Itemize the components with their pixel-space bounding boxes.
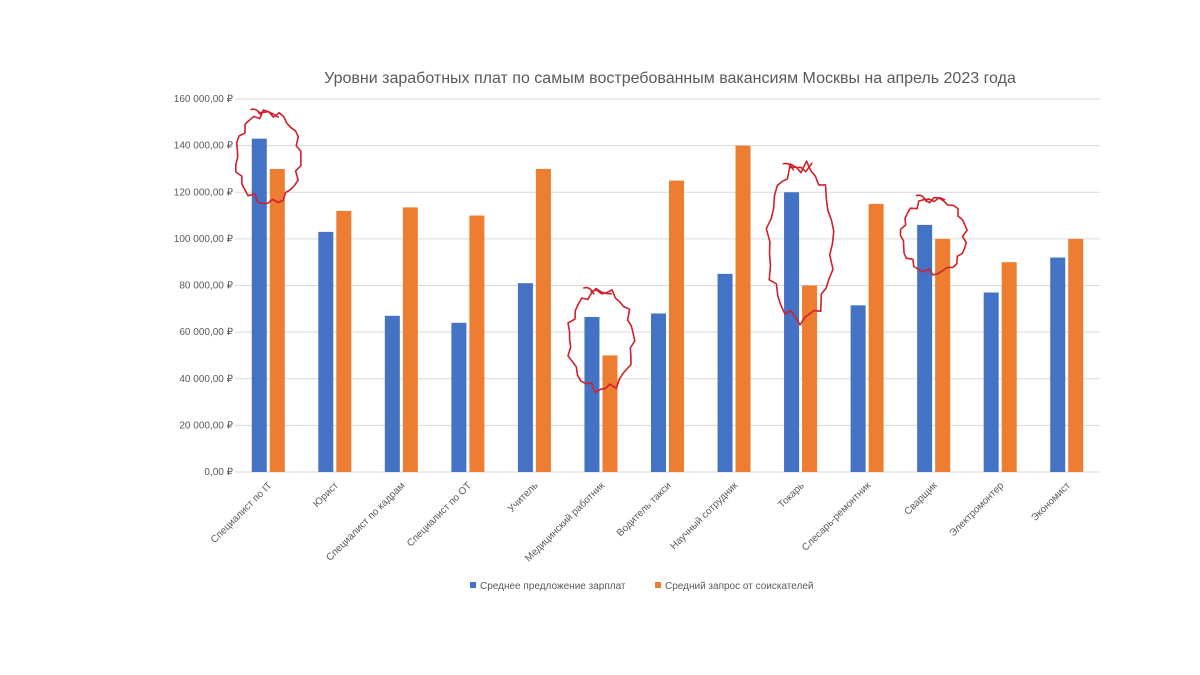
bar-request [336,210,352,472]
bar-offer [717,273,733,472]
y-tick-label: 60 000,00 ₽ [179,327,233,338]
bar-offer [517,283,533,472]
x-tick-label: Сварщик [902,480,940,518]
legend-swatch-offer [470,582,476,588]
bar-offer [384,315,400,472]
bar-offer [983,292,999,472]
bar-request [469,215,485,472]
x-tick-label: Токарь [776,480,806,510]
bar-offer [318,231,334,472]
legend-swatch-request [655,582,661,588]
bar-request [1068,238,1084,472]
bar-offer [451,322,467,472]
legend-label: Среднее предложение зарплат [480,581,626,592]
x-tick-label: Электромонтер [948,480,1007,539]
x-tick-label: Специалист по ОТ [405,480,474,549]
chart-title: Уровни заработных плат по самым востребо… [324,70,1016,87]
bar-request [1001,262,1017,472]
y-tick-label: 160 000,00 ₽ [174,94,234,105]
x-tick-label: Специалист по кадрам [324,480,407,563]
y-tick-label: 0,00 ₽ [204,467,233,478]
bar-offer [584,316,600,472]
red-circle-tail [915,194,928,203]
x-tick-label: Юрист [311,480,341,510]
y-axis-ticks: 0,00 ₽ 20 000,00 ₽ 40 000,00 ₽ 60 000,00 ₽ 8… [174,94,234,478]
bar-offer [917,224,933,472]
bar-request [402,207,418,472]
red-circle-tail [582,286,595,295]
red-circle-annotation [899,196,968,276]
bar-request [269,168,285,472]
red-circle-tail [782,162,795,171]
x-tick-label: Слесарь-ремонтник [800,480,874,554]
bar-request [735,145,751,472]
bar-offer [784,192,800,472]
bar-request [669,180,684,472]
bar-offer [850,305,866,472]
bar-request [535,168,551,472]
y-tick-label: 120 000,00 ₽ [174,187,234,198]
bars [251,138,1084,472]
legend: Среднее предложение зарплат Средний запро… [470,581,813,592]
x-tick-label: Водитель такси [615,480,674,539]
red-circle-annotation [567,287,636,394]
grid-lines [235,98,1100,473]
y-tick-label: 140 000,00 ₽ [174,141,234,152]
x-tick-label: Научный сотрудник [668,480,740,552]
y-tick-label: 100 000,00 ₽ [174,234,234,245]
y-tick-label: 80 000,00 ₽ [179,281,233,292]
red-circle-tail [250,108,262,117]
y-tick-label: 20 000,00 ₽ [179,420,233,431]
bar-request [868,203,884,472]
bar-offer [251,138,267,472]
bar-offer [651,313,666,472]
red-circle-annotation [765,160,835,326]
bar-request [602,355,618,472]
x-tick-label: Учитель [506,480,541,515]
bar-request [935,238,951,472]
x-tick-label: Специалист по IT [209,480,274,545]
red-circle-annotation [235,109,302,205]
hand-drawn-annotations [235,108,968,394]
x-tick-label: Экономист [1029,480,1073,524]
y-tick-label: 40 000,00 ₽ [179,374,233,385]
bar-request [802,285,818,472]
legend-label: Средний запрос от соискателей [665,581,813,592]
bar-offer [1050,257,1066,472]
